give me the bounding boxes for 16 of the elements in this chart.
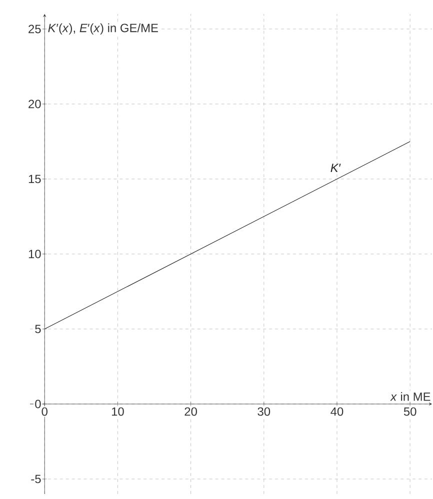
y-tick-label: -5 [31,474,41,484]
x-tick-label: 10 [112,407,124,416]
series-label: K′ [330,164,341,172]
x-tick-label: 30 [258,407,270,416]
y-axis-title: K′(x), E′(x) in GE/ME [48,23,158,35]
x-axis-title: x in ME [390,392,430,401]
x-tick-label: 0 [42,407,48,416]
y-tick-label: 20 [28,100,41,108]
y-tick-label: 25 [28,24,41,34]
y-tick-label: 0 [35,400,41,408]
y-tick-label: 15 [28,174,41,184]
x-tick-label: 50 [404,407,416,416]
y-tick-label: 5 [35,324,41,334]
x-tick-label: 40 [330,407,344,416]
x-tick-label: 20 [184,407,197,416]
y-tick-label: 10 [28,250,41,258]
